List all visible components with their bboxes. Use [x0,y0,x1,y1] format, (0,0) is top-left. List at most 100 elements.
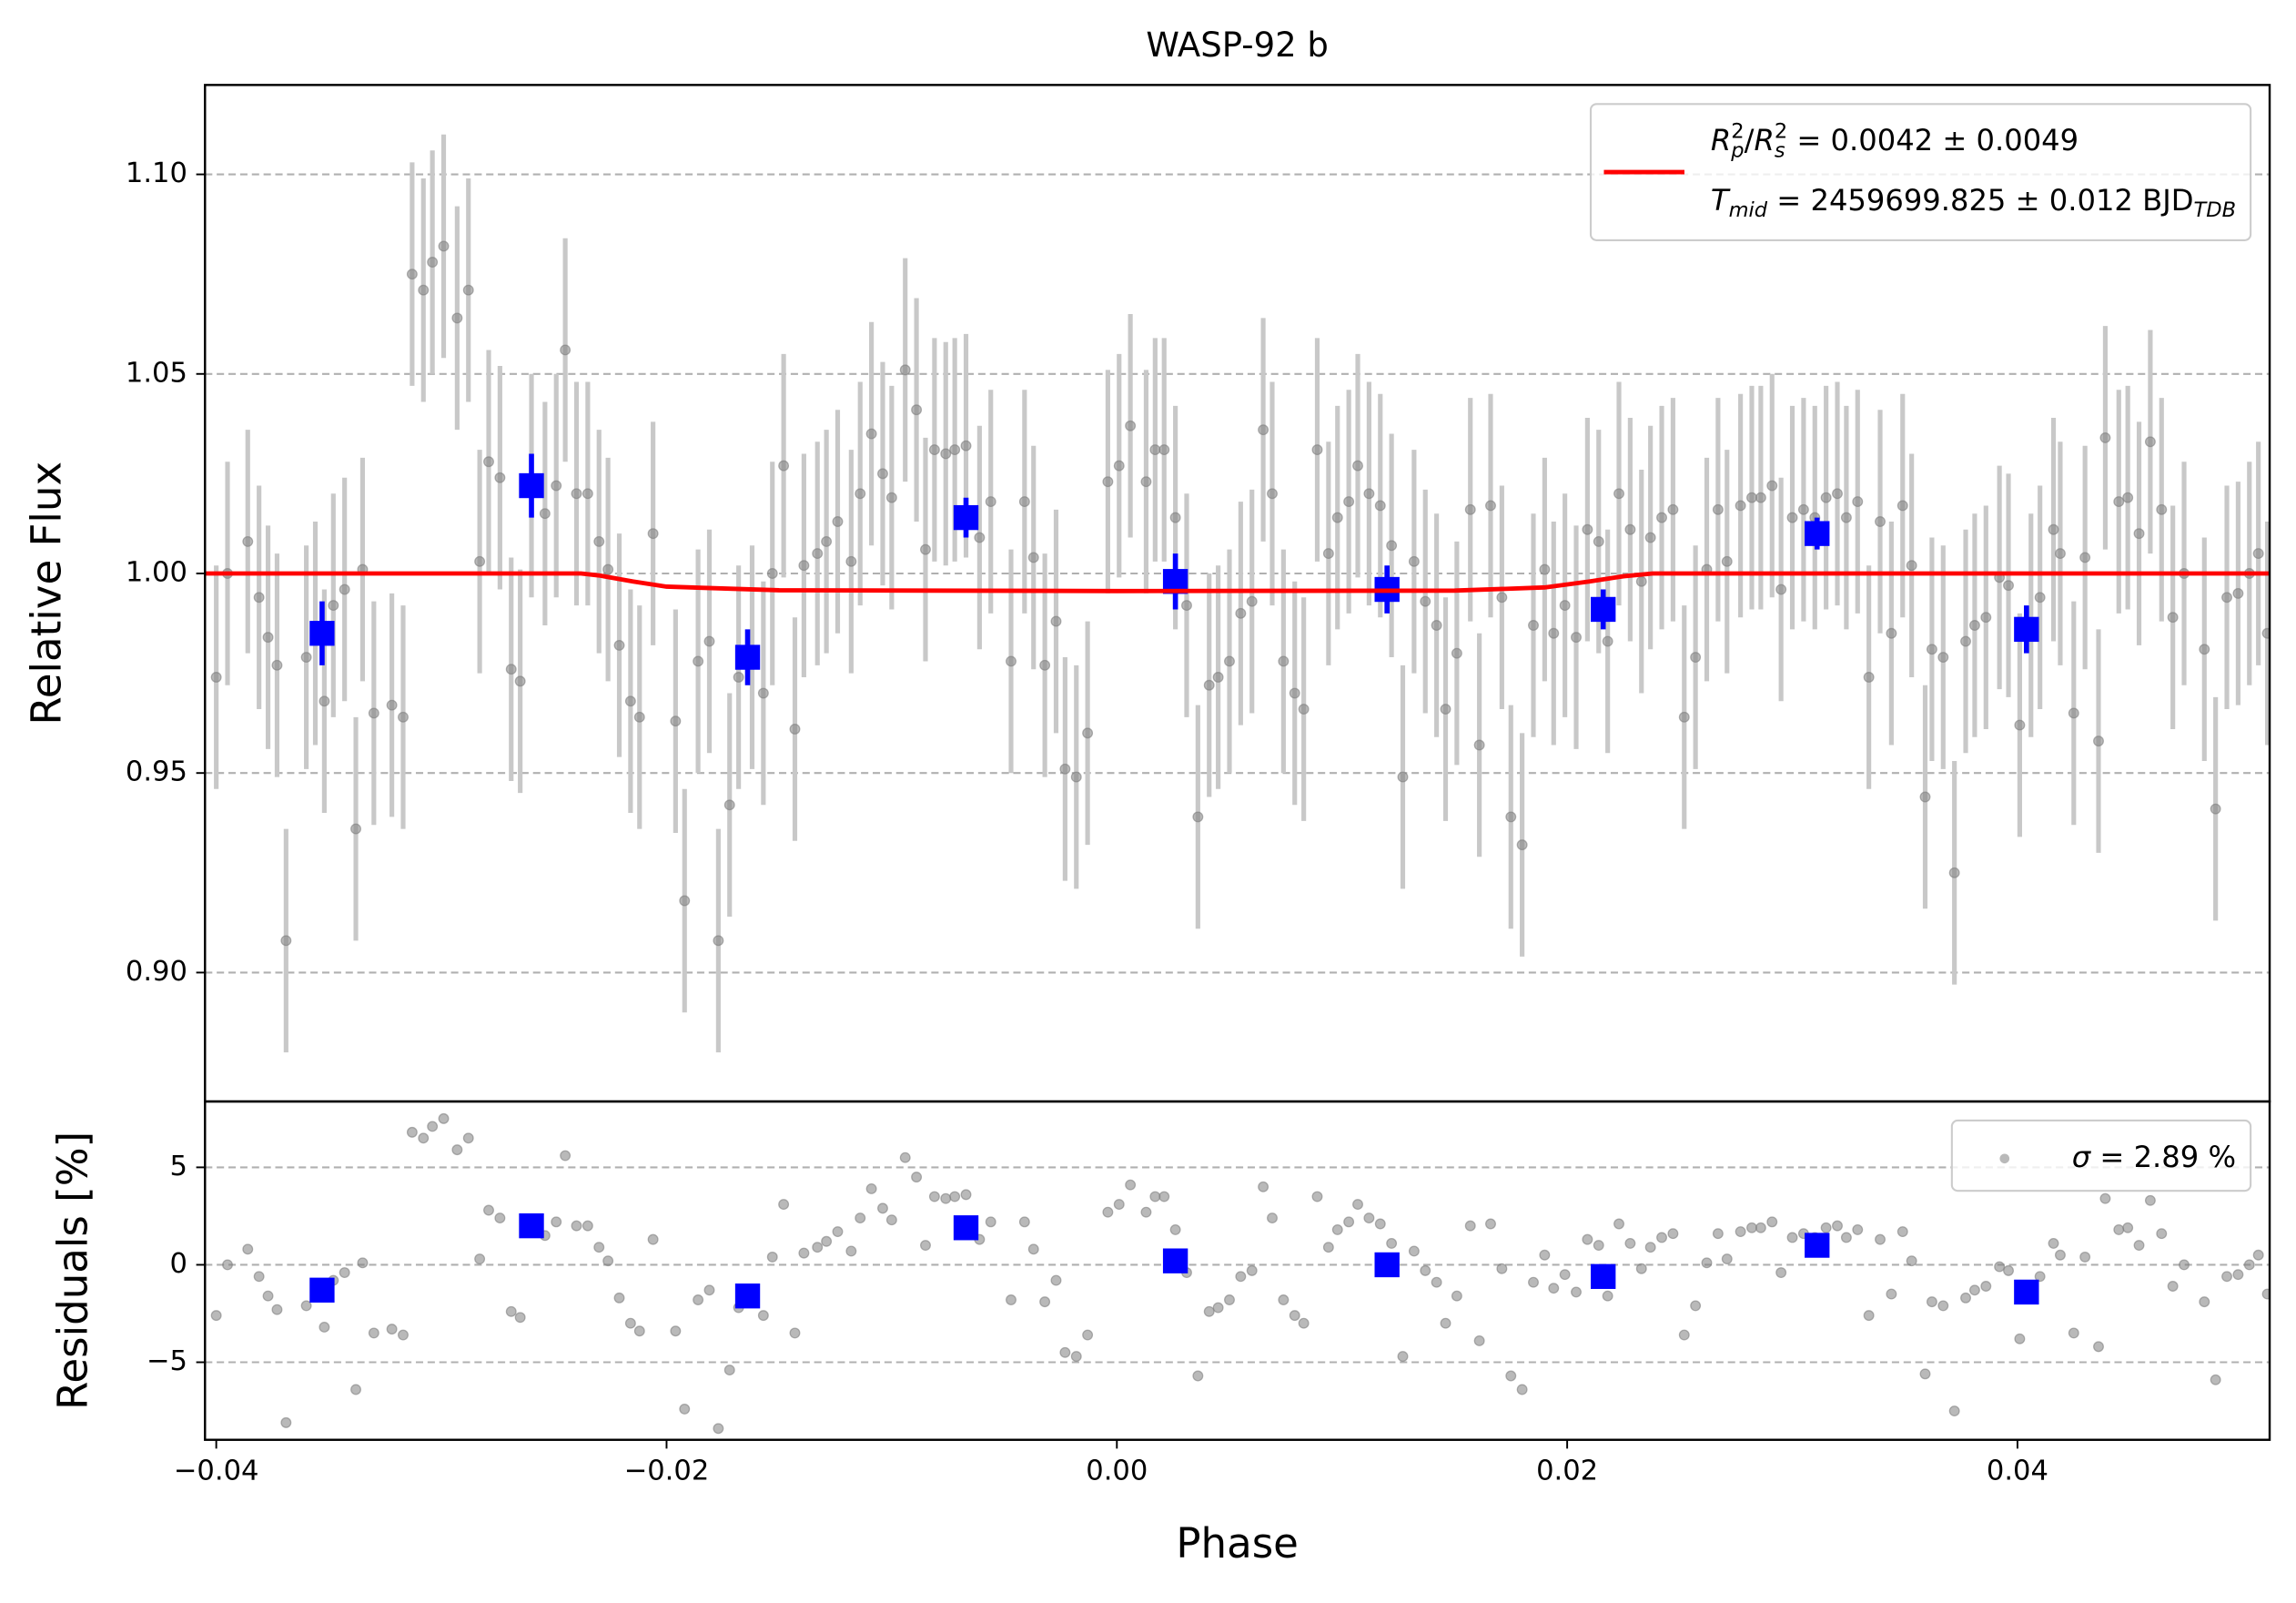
data-point [319,695,330,707]
data-point [1451,647,1462,659]
data-point [1039,1296,1051,1308]
data-point [1613,1218,1624,1230]
data-point [1059,763,1071,775]
data-point [1018,496,1030,508]
legend-text: 2 [1731,119,1744,143]
binned-point [1591,1263,1616,1289]
data-point [960,1189,972,1201]
data-point [1006,655,1017,667]
data-point [1926,1296,1937,1308]
data-point [1775,1267,1787,1278]
data-point [1582,1233,1593,1245]
data-point [1246,595,1258,607]
data-point [551,1216,562,1228]
data-point [1050,1274,1062,1286]
data-point [1980,1281,1992,1292]
data-point [1027,1243,1039,1255]
data-point [845,555,857,567]
data-point [494,472,506,483]
data-point [1039,659,1051,671]
data-point [451,1144,463,1156]
data-point [723,1365,735,1376]
x-tick-label: −0.04 [174,1456,259,1487]
data-point [2261,1288,2271,1300]
data-point [679,1403,691,1415]
data-point [1840,1232,1852,1243]
data-point [242,1243,254,1255]
legend-box [1589,103,2252,241]
y-tick-label: −5 [147,1345,187,1377]
binned-point [309,1277,335,1303]
data-point [1464,503,1476,515]
data-point [1875,516,1886,527]
data-point [940,448,952,460]
data-point [1735,1226,1746,1238]
legend-text: T [1711,183,1731,218]
data-point [1006,1294,1017,1305]
data-point [1994,1261,2006,1273]
data-point [2068,707,2079,719]
data-point [253,1271,265,1283]
data-point [960,440,972,451]
data-point [1786,1232,1798,1243]
data-point [418,284,430,296]
data-point [571,1220,582,1232]
data-point [2093,736,2104,747]
data-point [1896,1226,1908,1238]
y-tick-label: 0.95 [126,756,187,788]
data-point [920,1240,931,1252]
data-point [1980,612,1992,624]
data-point [812,1242,824,1253]
data-point [386,1324,398,1335]
data-point [1906,560,1917,572]
data-point [539,508,551,520]
data-point [911,1172,923,1183]
y-axis-label: Residuals [%] [49,1131,97,1410]
data-point [1832,1220,1843,1232]
data-point [1440,1317,1451,1329]
data-point [1786,512,1798,523]
data-point [253,592,265,604]
data-point [1420,595,1431,607]
x-axis-label: Phase [1176,1519,1299,1567]
binned-point [519,1212,544,1239]
legend-text: = 0.0042 ± 0.0049 [1787,123,2079,157]
data-point [427,257,439,268]
legend-text: = 2.89 % [2090,1140,2236,1174]
data-point [2144,1194,2156,1206]
data-point [2156,1228,2168,1240]
data-point [2156,503,2168,515]
x-tick-label: 0.04 [1987,1456,2048,1487]
data-point [821,1235,833,1247]
data-point [985,1216,996,1228]
data-point [1363,488,1375,500]
data-point [865,428,877,440]
data-point [271,659,283,671]
data-point [1505,811,1517,823]
data-point [1593,1240,1604,1252]
data-point [1363,1212,1375,1224]
plot-area [210,1112,2271,1435]
data-point [474,1253,486,1264]
data-point [2054,548,2066,560]
data-point [2122,492,2134,503]
data-point [613,639,625,651]
legend-text: mid [1729,198,1768,222]
data-point [1258,424,1269,436]
data-point [920,543,931,555]
data-point [723,799,735,811]
data-point [1852,496,1864,508]
binned-point [309,621,335,646]
data-point [1408,555,1420,567]
data-point [602,563,614,575]
data-point [1582,523,1593,535]
data-point [1212,1302,1224,1314]
data-point [262,1290,274,1302]
data-point [1473,739,1485,751]
data-point [2003,1264,2014,1276]
binned-point [1162,1248,1188,1273]
data-point [1331,512,1343,523]
data-point [1140,476,1152,488]
